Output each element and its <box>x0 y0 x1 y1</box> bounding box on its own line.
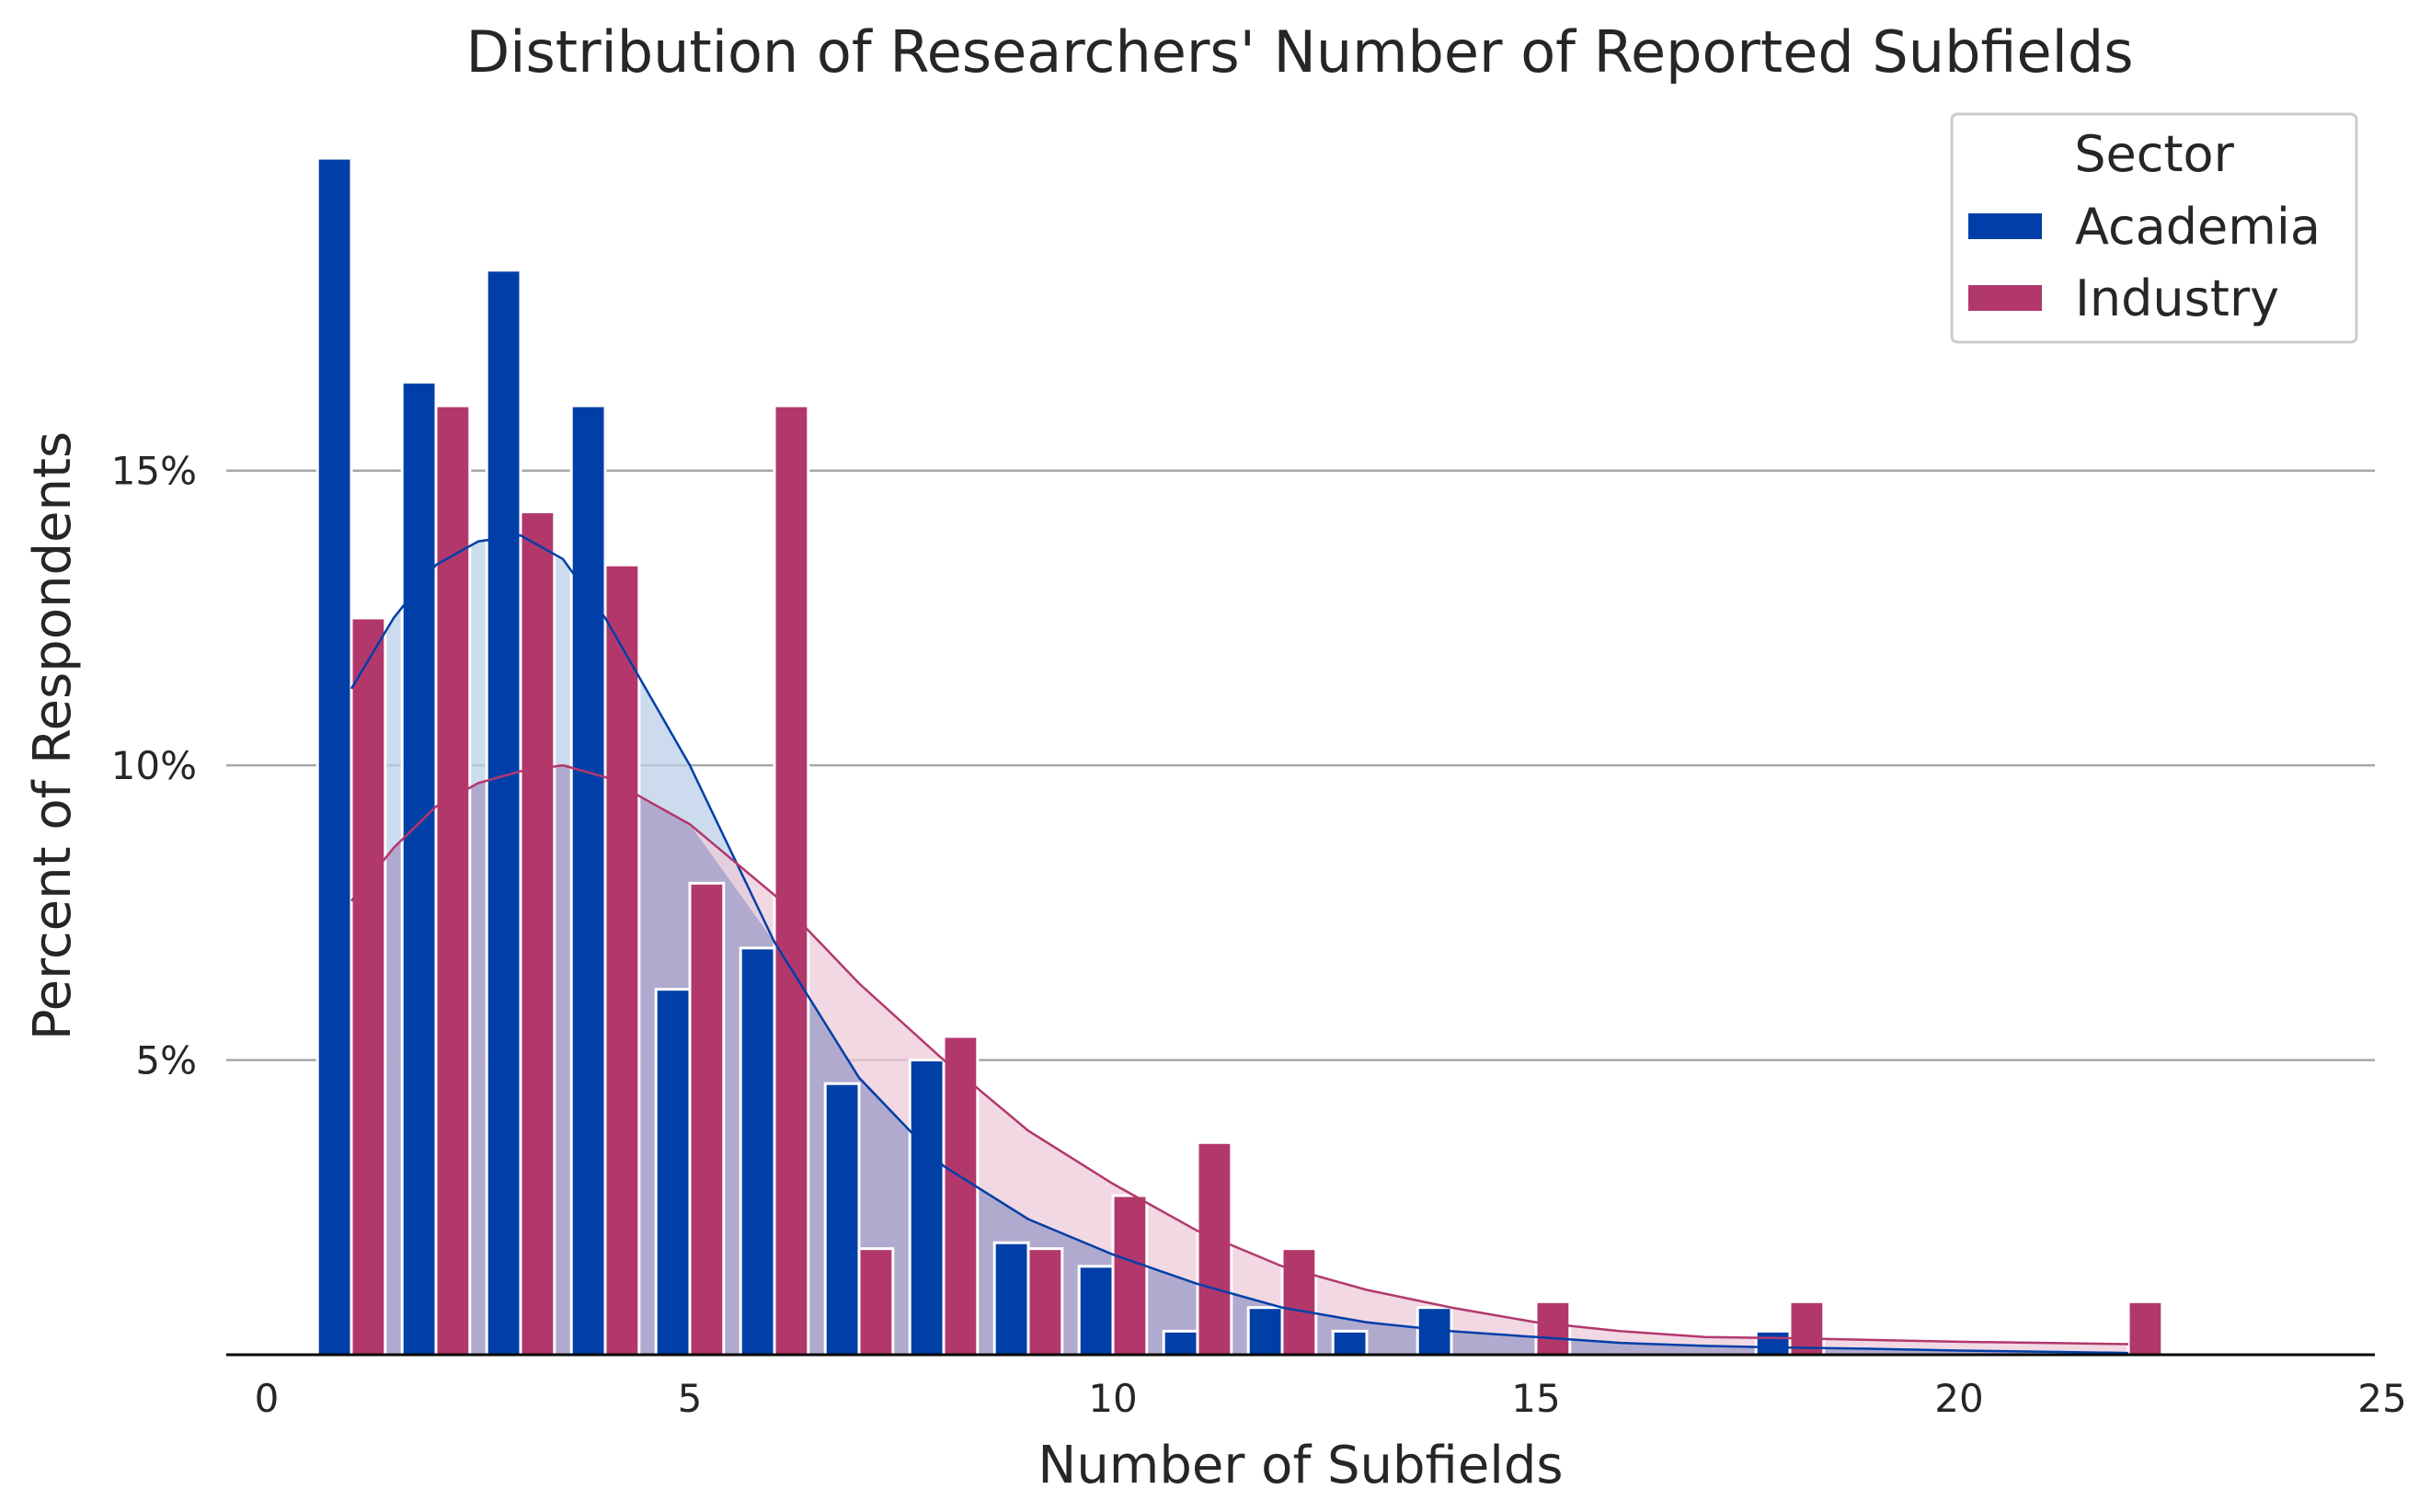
bar-academia-3 <box>485 269 522 1357</box>
bar-industry-8 <box>942 1035 980 1357</box>
kde-lines <box>350 533 2129 1355</box>
legend-title: Sector <box>2074 125 2234 183</box>
bar-industry-22 <box>2127 1300 2164 1357</box>
bar-academia-9 <box>992 1241 1030 1357</box>
x-tick-label: 15 <box>1511 1376 1560 1421</box>
bar-academia-7 <box>823 1082 861 1357</box>
bar-academia-18 <box>1754 1329 1792 1357</box>
bar-academia-6 <box>739 946 776 1357</box>
kde-line-industry <box>350 763 2129 1346</box>
bar-industry-5 <box>688 881 726 1357</box>
x-tick-label: 20 <box>1934 1376 1983 1421</box>
bar-industry-11 <box>1196 1140 1233 1357</box>
y-tick-labels: 5% 10% 15% <box>111 449 197 1083</box>
bar-academia-13 <box>1331 1329 1369 1357</box>
y-tick-label: 10% <box>111 743 197 788</box>
legend-frame <box>1950 112 2358 344</box>
bar-academia-12 <box>1246 1306 1284 1357</box>
x-tick-label: 10 <box>1088 1376 1137 1421</box>
bar-industry-4 <box>603 563 641 1357</box>
bar-academia-4 <box>569 404 607 1357</box>
chart-title: Distribution of Researchers' Number of R… <box>465 18 2133 86</box>
legend-swatch-industry <box>1968 285 2042 311</box>
bar-industry-6 <box>773 404 810 1357</box>
bar-academia-11 <box>1162 1329 1199 1357</box>
bar-industry-10 <box>1111 1194 1149 1357</box>
bars <box>315 156 2164 1357</box>
bar-industry-7 <box>857 1247 895 1357</box>
bar-industry-15 <box>1534 1300 1572 1357</box>
y-axis-label: Percent of Respondents <box>23 431 83 1040</box>
legend-label-academia: Academia <box>2075 198 2321 256</box>
legend: Sector Academia Industry <box>1950 112 2358 344</box>
x-tick-label: 5 <box>678 1376 703 1421</box>
bar-academia-8 <box>908 1059 946 1357</box>
bar-academia-1 <box>315 156 353 1357</box>
legend-swatch-academia <box>1968 213 2042 239</box>
y-tick-label: 15% <box>111 449 197 494</box>
bar-industry-3 <box>519 510 556 1357</box>
bar-academia-5 <box>654 988 692 1357</box>
x-tick-label: 0 <box>255 1376 280 1421</box>
y-tick-label: 5% <box>135 1038 197 1083</box>
x-tick-labels: 0 5 10 15 20 25 <box>255 1376 2407 1421</box>
kde-line-academia <box>350 533 2129 1355</box>
bar-industry-9 <box>1026 1247 1064 1357</box>
bar-industry-12 <box>1280 1247 1318 1357</box>
bar-academia-2 <box>400 381 438 1357</box>
bar-academia-10 <box>1077 1265 1115 1357</box>
legend-label-industry: Industry <box>2075 269 2279 327</box>
bar-industry-1 <box>350 616 387 1357</box>
x-axis-label: Number of Subfields <box>1038 1436 1563 1495</box>
x-tick-label: 25 <box>2357 1376 2406 1421</box>
